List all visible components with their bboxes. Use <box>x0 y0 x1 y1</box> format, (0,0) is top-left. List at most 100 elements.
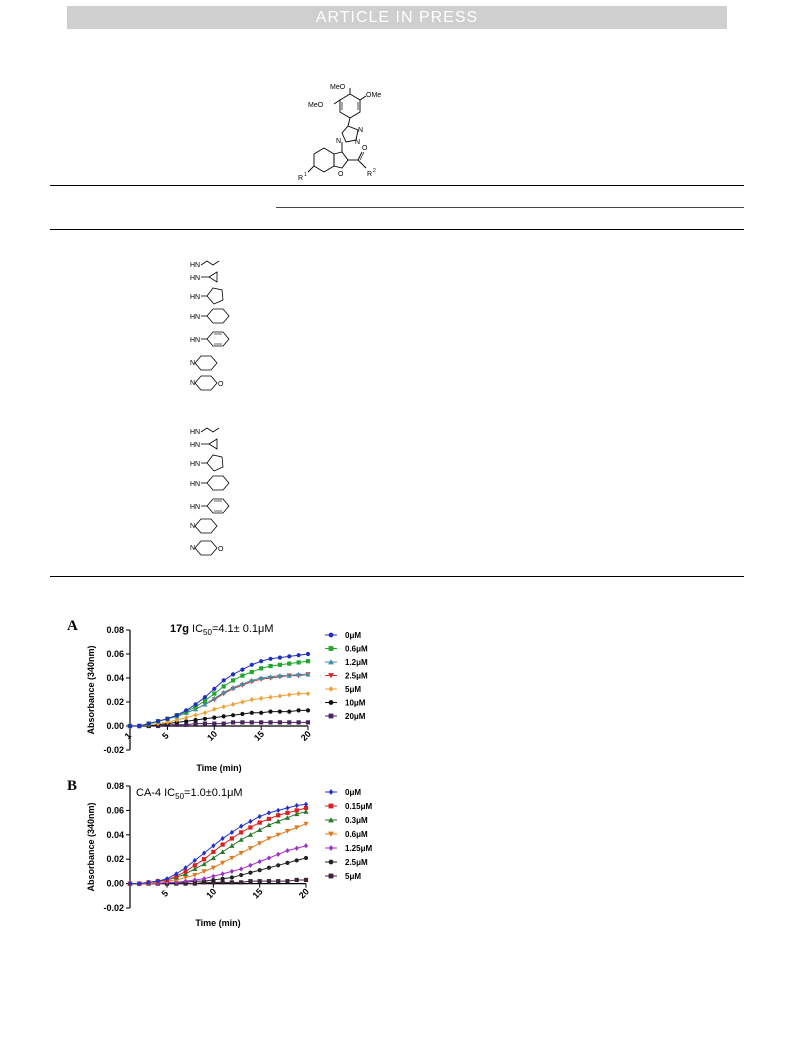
data-point <box>328 646 334 651</box>
chart-title-sub: 50 <box>175 792 184 801</box>
data-point <box>257 859 262 865</box>
data-point <box>296 708 301 713</box>
legend-label: 0μM <box>345 631 361 640</box>
data-point <box>193 702 198 707</box>
data-point <box>328 700 334 705</box>
data-point <box>257 879 262 884</box>
data-point <box>137 723 142 729</box>
chart-panel-a: 17g IC50=4.1± 0.1μM -0.02 0.00 0.02 0.04 0.0… <box>86 623 368 773</box>
data-point <box>303 855 309 861</box>
x-tick-label: 1 <box>123 731 134 742</box>
data-point <box>211 849 216 854</box>
substituent-label: N <box>190 545 195 552</box>
data-point <box>259 720 264 725</box>
panel-letter-a: A <box>67 618 78 634</box>
data-point <box>287 654 292 659</box>
data-point <box>296 671 302 677</box>
x-axis-label: Time (min) <box>196 763 241 773</box>
data-point <box>286 673 292 678</box>
data-point <box>303 801 309 807</box>
series-line <box>130 660 309 727</box>
data-point <box>249 697 254 703</box>
data-point <box>305 720 311 725</box>
data-point <box>268 663 273 669</box>
data-point <box>328 632 334 638</box>
data-point <box>240 673 245 678</box>
data-point <box>221 704 226 710</box>
scaffold-label: OMe <box>366 92 381 99</box>
data-point <box>266 836 272 842</box>
data-point <box>275 818 281 824</box>
data-point <box>296 691 301 697</box>
data-point <box>192 872 198 878</box>
scaffold-label: O <box>338 171 344 178</box>
substituent-label: HN <box>190 262 200 269</box>
data-point <box>294 802 299 809</box>
data-point <box>248 862 253 868</box>
data-point <box>229 855 235 861</box>
data-point <box>211 695 217 701</box>
data-point <box>201 861 207 867</box>
series-line <box>130 673 308 727</box>
data-point <box>229 836 234 841</box>
data-point <box>230 713 236 718</box>
data-point <box>247 832 254 837</box>
data-point <box>305 708 311 713</box>
data-point <box>296 660 301 665</box>
substituent-label: O <box>218 381 224 388</box>
data-point <box>296 720 301 725</box>
data-point <box>183 869 188 874</box>
x-tick-label: 15 <box>250 886 264 900</box>
chart-panel-b: CA-4 IC50=1.0±0.1μM -0.02 0.00 0.02 0.04 0.0… <box>86 781 372 928</box>
data-point <box>211 843 216 849</box>
scaffold-label: 1 <box>304 172 307 178</box>
substituent-label: HN <box>190 275 200 282</box>
data-point <box>184 708 189 713</box>
substituent-label: HN <box>190 504 200 511</box>
data-point <box>284 829 291 834</box>
data-point <box>328 789 334 795</box>
x-axis-label: Time (min) <box>195 918 240 928</box>
data-point <box>249 669 254 675</box>
legend-label: 10μM <box>345 699 366 708</box>
data-point <box>220 835 225 842</box>
data-point <box>230 685 236 690</box>
data-point <box>276 863 281 868</box>
data-point <box>239 830 244 835</box>
data-point <box>303 843 309 849</box>
data-point <box>303 809 309 814</box>
data-point <box>230 672 236 677</box>
substituent-label: HN <box>190 461 200 468</box>
chart-title-sub: 50 <box>203 628 212 637</box>
substituent-label: O <box>218 546 224 553</box>
data-point <box>238 851 244 856</box>
data-point <box>259 666 264 671</box>
table-sub-rule <box>276 207 744 208</box>
data-point <box>183 878 188 884</box>
data-point <box>221 714 226 719</box>
table-bottom-rule <box>50 576 744 577</box>
data-point <box>285 848 290 854</box>
data-point <box>239 681 246 687</box>
data-point <box>230 720 236 725</box>
scaffold-label: N <box>358 127 363 134</box>
substituent-label: N <box>190 360 195 367</box>
scaffold-label: O <box>362 145 368 152</box>
data-point <box>192 877 197 883</box>
data-point <box>193 712 198 718</box>
data-point <box>212 715 217 720</box>
chart-title: CA-4 IC50=1.0±0.1μM <box>136 787 243 801</box>
data-point <box>238 837 244 842</box>
substituent-label: HN <box>190 429 200 436</box>
y-tick-label: 0.06 <box>106 805 124 815</box>
data-point <box>275 832 281 838</box>
data-point <box>257 813 262 820</box>
data-point <box>182 871 189 876</box>
scaffold-structure: MeO OMe MeO N N N O R 1 O R 2 <box>298 84 381 182</box>
data-point <box>211 877 216 883</box>
scaffold-label: 2 <box>373 168 376 174</box>
data-point <box>267 674 274 679</box>
data-point <box>287 720 292 725</box>
data-point <box>277 673 283 678</box>
data-point <box>202 721 208 726</box>
